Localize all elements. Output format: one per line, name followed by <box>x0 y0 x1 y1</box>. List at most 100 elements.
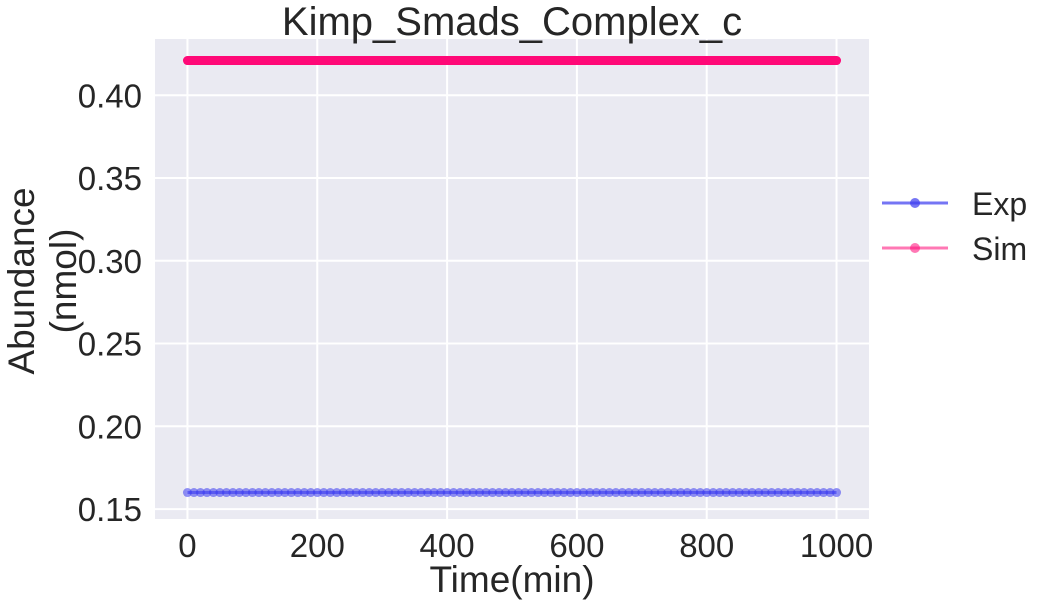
data-point-exp <box>442 488 452 498</box>
data-point-exp <box>546 488 556 498</box>
data-point-exp <box>462 488 472 498</box>
data-point-exp <box>533 488 543 498</box>
data-point-exp <box>799 488 809 498</box>
data-point-exp <box>767 488 777 498</box>
data-point-exp <box>468 488 478 498</box>
data-point-exp <box>507 488 517 498</box>
data-point-exp <box>202 488 212 498</box>
data-point-exp <box>754 488 764 498</box>
data-point-exp <box>488 488 498 498</box>
data-point-exp <box>591 488 601 498</box>
data-point-exp <box>182 488 192 498</box>
data-point-exp <box>260 488 270 498</box>
data-point-exp <box>578 488 588 498</box>
y-axis-label-line-1: Abundance <box>1 187 42 374</box>
data-point-exp <box>299 488 309 498</box>
data-point-exp <box>338 488 348 498</box>
data-point-exp <box>481 488 491 498</box>
data-point-sim <box>832 56 842 66</box>
data-point-exp <box>552 488 562 498</box>
data-point-exp <box>351 488 361 498</box>
chart-title: Kimp_Smads_Complex_c <box>282 0 742 44</box>
data-point-exp <box>676 488 686 498</box>
data-point-exp <box>708 488 718 498</box>
data-point-exp <box>358 488 368 498</box>
legend-marker-exp <box>910 198 920 208</box>
data-point-exp <box>682 488 692 498</box>
data-point-exp <box>819 488 829 498</box>
y-tick-label: 0.40 <box>78 77 142 114</box>
data-point-exp <box>812 488 822 498</box>
data-point-exp <box>520 488 530 498</box>
plot-background <box>155 39 869 519</box>
data-point-exp <box>786 488 796 498</box>
data-point-exp <box>273 488 283 498</box>
data-point-exp <box>332 488 342 498</box>
data-point-exp <box>371 488 381 498</box>
data-point-exp <box>254 488 264 498</box>
data-point-exp <box>689 488 699 498</box>
data-point-exp <box>611 488 621 498</box>
data-point-exp <box>501 488 511 498</box>
data-point-exp <box>637 488 647 498</box>
data-point-exp <box>215 488 225 498</box>
x-tick-label: 800 <box>679 527 734 564</box>
series-layer <box>182 56 842 498</box>
data-point-exp <box>832 488 842 498</box>
data-point-exp <box>455 488 465 498</box>
data-point-exp <box>513 488 523 498</box>
data-point-exp <box>267 488 277 498</box>
data-point-exp <box>449 488 459 498</box>
data-point-exp <box>286 488 296 498</box>
data-point-exp <box>598 488 608 498</box>
legend-marker-sim <box>910 243 920 253</box>
data-point-exp <box>630 488 640 498</box>
data-point-exp <box>377 488 387 498</box>
y-tick-label: 0.25 <box>78 326 142 363</box>
data-point-exp <box>384 488 394 498</box>
data-point-exp <box>189 488 199 498</box>
y-axis-ticks: 0.15 0.20 0.25 0.30 0.35 0.40 <box>78 77 142 528</box>
y-axis-label-line-2: (nmol) <box>43 229 84 334</box>
data-point-exp <box>319 488 329 498</box>
x-tick-label: 600 <box>549 527 604 564</box>
data-point-exp <box>539 488 549 498</box>
data-point-exp <box>806 488 816 498</box>
x-tick-label: 400 <box>420 527 475 564</box>
data-point-exp <box>715 488 725 498</box>
data-point-exp <box>312 488 322 498</box>
data-point-exp <box>436 488 446 498</box>
y-tick-label: 0.35 <box>78 160 142 197</box>
legend-entry-sim: Sim <box>882 231 1027 267</box>
x-axis-label: Time(min) <box>429 559 594 600</box>
legend-label-sim: Sim <box>972 231 1027 267</box>
data-point-exp <box>663 488 673 498</box>
data-point-exp <box>416 488 426 498</box>
y-tick-label: 0.30 <box>78 243 142 280</box>
data-point-exp <box>241 488 251 498</box>
data-point-exp <box>825 488 835 498</box>
data-point-exp <box>741 488 751 498</box>
data-point-exp <box>429 488 439 498</box>
data-point-exp <box>390 488 400 498</box>
data-point-exp <box>702 488 712 498</box>
grid <box>155 39 869 519</box>
data-point-exp <box>604 488 614 498</box>
data-point-exp <box>643 488 653 498</box>
x-axis-ticks: 0 200 400 600 800 1000 <box>178 527 873 564</box>
data-point-exp <box>234 488 244 498</box>
data-point-exp <box>228 488 238 498</box>
data-point-exp <box>410 488 420 498</box>
data-point-exp <box>650 488 660 498</box>
data-point-exp <box>780 488 790 498</box>
series-sim <box>182 56 842 66</box>
data-point-exp <box>793 488 803 498</box>
x-tick-label: 200 <box>290 527 345 564</box>
legend: Exp Sim <box>882 186 1027 267</box>
series-exp <box>182 488 842 498</box>
data-point-exp <box>364 488 374 498</box>
data-point-exp <box>403 488 413 498</box>
y-tick-label: 0.15 <box>78 491 142 528</box>
data-point-exp <box>494 488 504 498</box>
